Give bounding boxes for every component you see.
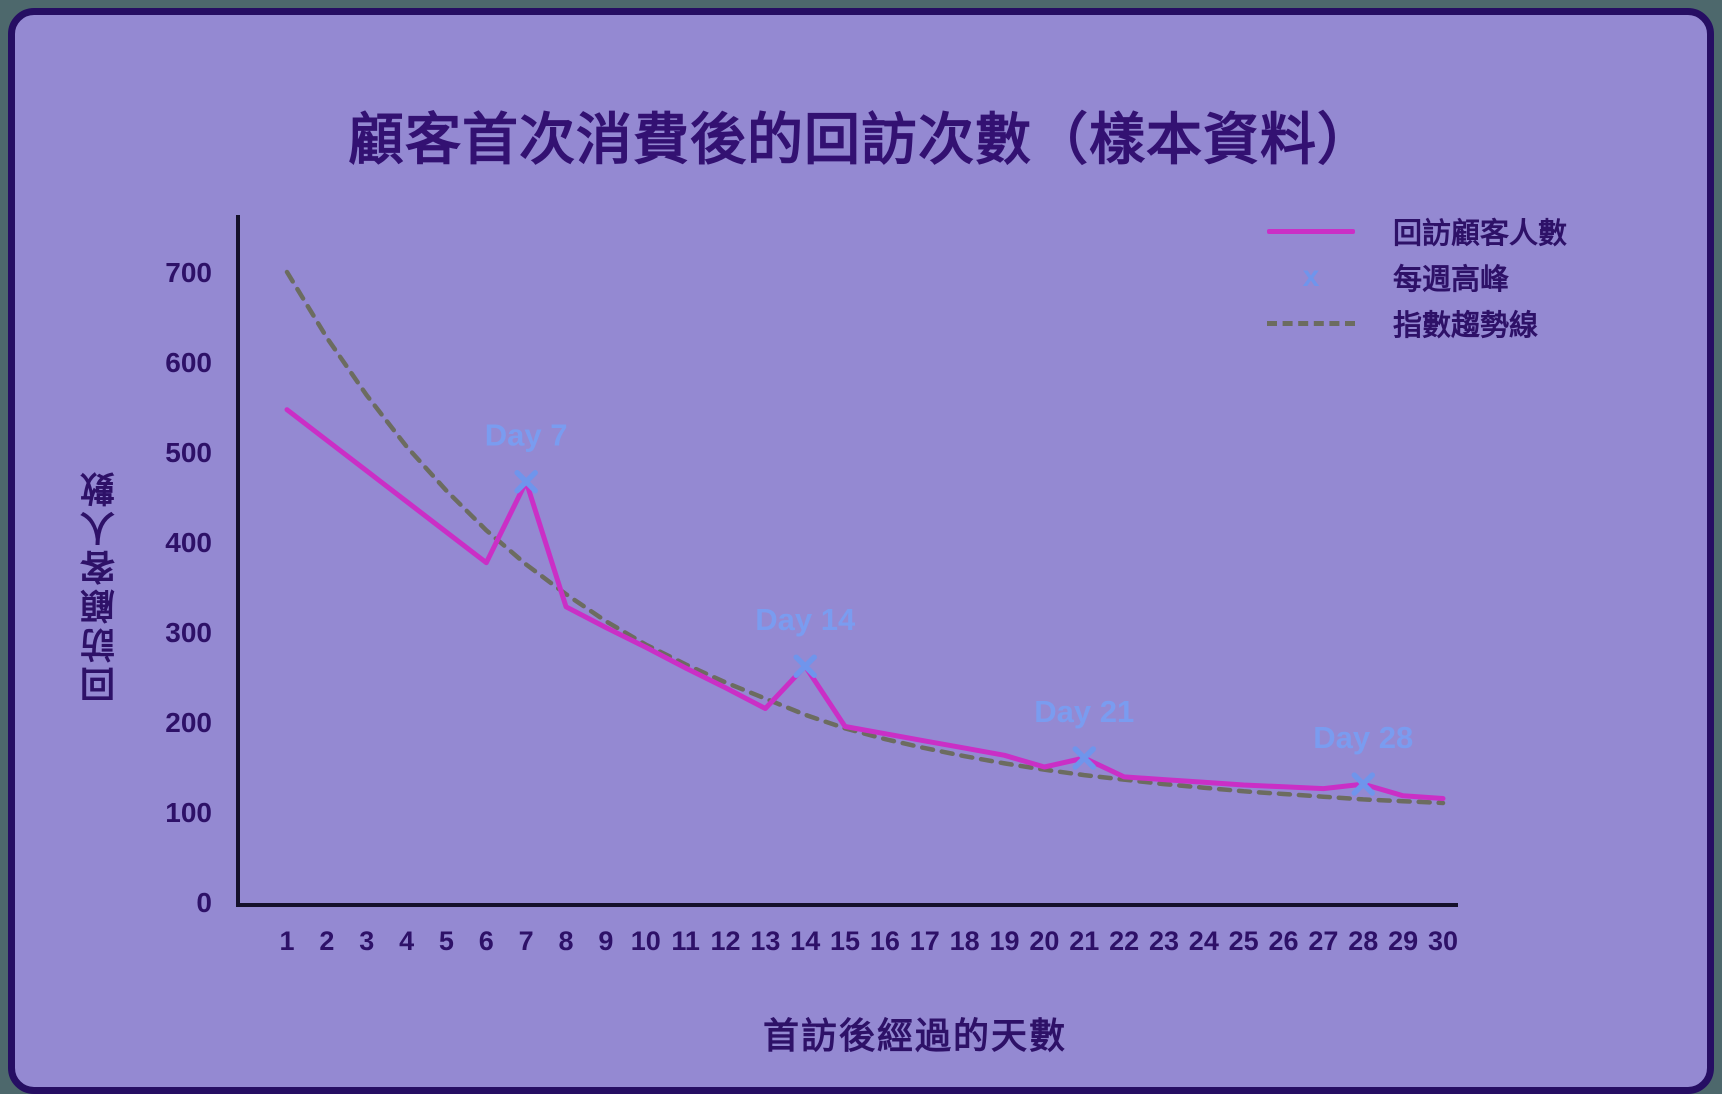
x-tick-label: 24	[1189, 926, 1219, 956]
x-tick-label: 10	[631, 926, 661, 956]
legend-item-weekly-peak: x 每週高峰	[1263, 257, 1567, 297]
peak-annotation: Day 28	[1313, 720, 1413, 755]
x-tick-label: 29	[1388, 926, 1418, 956]
x-tick-label: 11	[671, 926, 700, 956]
y-tick-label: 0	[196, 887, 212, 918]
y-tick-label: 700	[165, 257, 212, 288]
x-marker-icon: x	[1302, 260, 1320, 293]
x-tick-label: 25	[1229, 926, 1259, 956]
x-tick-label: 2	[319, 926, 334, 956]
returning-customers-line	[284, 407, 1446, 801]
x-tick-label: 8	[559, 926, 574, 956]
weekly-peak-marker	[793, 654, 817, 678]
x-tick-label: 15	[830, 926, 860, 956]
x-tick-label: 14	[790, 926, 820, 956]
axis-lines	[236, 215, 1458, 907]
legend: 回訪顧客人數 x 每週高峰 指數趨勢線	[1263, 211, 1567, 343]
x-tick-label: 26	[1269, 926, 1299, 956]
trend-line	[284, 269, 1446, 806]
x-tick-label: 17	[910, 926, 940, 956]
legend-line-swatch-wrap	[1263, 228, 1359, 234]
x-tick-label: 28	[1348, 926, 1378, 956]
dashed-line-icon	[1266, 320, 1355, 326]
legend-label-returning-customers: 回訪顧客人數	[1392, 218, 1567, 250]
legend-item-returning-customers: 回訪顧客人數	[1263, 211, 1567, 251]
weekly-peak-marker	[514, 469, 538, 494]
y-tick-label: 100	[165, 797, 212, 828]
x-tick-label: 3	[359, 926, 374, 956]
x-tick-label: 13	[750, 926, 780, 956]
x-tick-label: 4	[399, 926, 414, 956]
x-tick-label: 19	[989, 926, 1019, 956]
legend-item-trend: 指數趨勢線	[1263, 303, 1567, 343]
x-tick-label: 23	[1149, 926, 1179, 956]
line-series-icon	[1266, 228, 1355, 234]
x-tick-label: 30	[1428, 926, 1458, 956]
y-tick-label: 600	[165, 347, 212, 378]
peak-annotation: Day 21	[1034, 694, 1134, 729]
peak-annotation: Day 14	[755, 602, 856, 637]
x-tick-label: 20	[1029, 926, 1059, 956]
y-tick-label: 400	[165, 527, 212, 558]
x-tick-label: 1	[279, 926, 294, 956]
x-tick-label: 7	[519, 926, 534, 956]
legend-dash-swatch-wrap	[1263, 320, 1359, 326]
chart-card: 顧客首次消費後的回訪次數（樣本資料） 回訪顧客人數 x 每週高峰 指數趨勢線 回…	[8, 8, 1714, 1094]
weekly-peak-marker	[1351, 772, 1376, 796]
x-tick-label: 18	[950, 926, 980, 956]
weekly-peak-marker	[1072, 746, 1096, 770]
legend-label-trend: 指數趨勢線	[1392, 310, 1538, 342]
x-tick-label: 5	[439, 926, 454, 956]
peak-annotation: Day 7	[485, 418, 568, 453]
legend-x-swatch-wrap: x	[1263, 262, 1359, 292]
y-tick-label: 200	[165, 707, 212, 738]
chart-title: 顧客首次消費後的回訪次數（樣本資料）	[348, 108, 1374, 171]
x-tick-label: 21	[1069, 926, 1099, 956]
y-tick-label: 300	[165, 617, 212, 648]
y-tick-label: 500	[165, 437, 212, 468]
x-tick-label: 12	[710, 926, 740, 956]
x-tick-label: 16	[870, 926, 900, 956]
x-tick-label: 9	[598, 926, 613, 956]
x-axis-title: 首訪後經過的天數	[762, 1015, 1067, 1056]
x-tick-label: 22	[1109, 926, 1139, 956]
x-tick-label: 6	[479, 926, 494, 956]
x-tick-label: 27	[1308, 926, 1338, 956]
legend-label-weekly-peak: 每週高峰	[1392, 264, 1509, 296]
